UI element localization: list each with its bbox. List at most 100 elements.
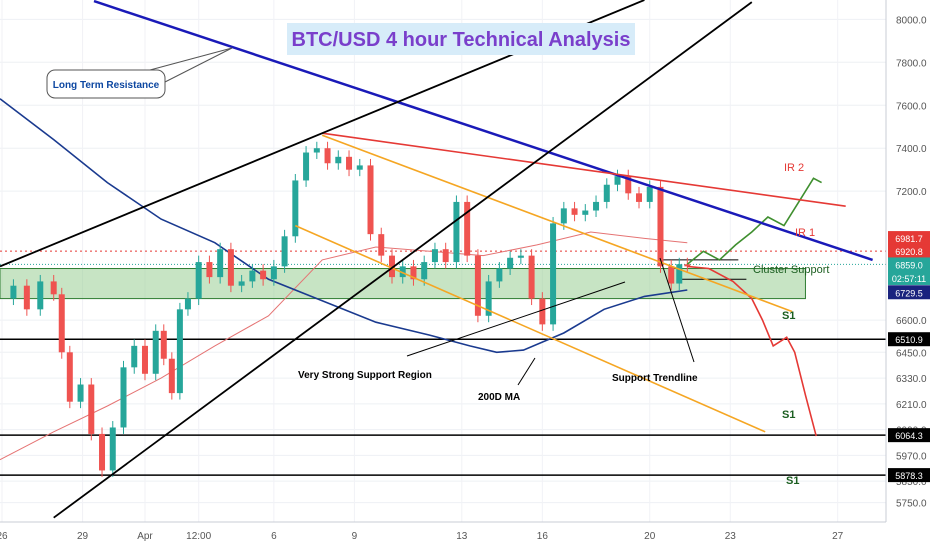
candle-body [184,298,191,310]
x-tick-label: 6 [271,531,277,542]
x-tick-label: 27 [832,531,844,542]
candle-body [464,201,471,256]
candle-body [50,281,57,295]
y-tick-label: 6330.0 [896,374,927,385]
bearish-projection-line [687,265,817,437]
price-tag-label: 6064.3 [895,431,923,441]
y-tick-label: 5850.0 [896,477,927,488]
candle-body [646,186,653,202]
candle-body [160,330,167,359]
steep-support-black [53,1,753,519]
candle-body [388,255,395,278]
label-support-trendline: Support Trendline [612,373,698,384]
candle-body [281,236,288,267]
candle-body [176,309,183,394]
price-tag [888,231,930,246]
channel-lower [294,224,766,433]
candle-body [453,201,460,263]
arrow-200d-ma [517,357,536,386]
candle-body [421,262,428,280]
ma-200-line [0,98,688,354]
y-tick-label: 7800.0 [896,58,927,69]
candle-body [507,257,514,269]
candle-body [141,345,148,374]
candle-body [168,358,175,394]
candle-body [517,255,524,258]
y-tick-label: 7600.0 [896,101,927,112]
candle-body [131,345,138,368]
candle-body [657,186,664,267]
candle-body [485,281,492,316]
price-tag [888,270,930,285]
candle-body [550,223,557,325]
y-tick-label: 5750.0 [896,499,927,510]
candle-body [593,201,600,211]
candle-body [560,208,567,224]
price-tag [888,428,930,443]
label-ir2: IR 2 [784,162,804,174]
candle-body [37,281,44,310]
price-tag-label: 6981.7 [895,234,923,244]
candle-body [120,367,127,428]
price-tag [888,244,930,259]
ir2-trendline [322,132,846,207]
candle-body [676,264,683,284]
price-tag-label: 6510.9 [895,335,923,345]
x-tick-label: Apr [137,531,153,542]
candle-body [668,266,675,284]
candle-body [260,270,267,280]
candle-body [109,427,116,471]
y-tick-label: 6450.0 [896,348,927,359]
callout-pointer [164,47,233,83]
chart-title: BTC/USD 4 hour Technical Analysis [292,29,631,51]
candle-body [217,249,224,278]
candle-body [635,193,642,202]
y-tick-label: 5970.0 [896,451,927,462]
price-tag [888,468,930,483]
price-tag-label: 5878.3 [895,471,923,481]
candle-body [23,285,30,310]
label-s1: S1 [782,310,795,322]
x-tick-label: 16 [537,531,549,542]
arrow-support-trendline [659,257,695,363]
candle-body [582,210,589,215]
candle-body [603,184,610,202]
candle-body [195,262,202,299]
price-tag-label: 6920.8 [895,247,923,257]
candle-body [614,176,621,185]
y-tick-label: 6210.0 [896,400,927,411]
candle-body [431,249,438,263]
y-tick-label: 7200.0 [896,187,927,198]
candle-body [206,262,213,278]
candle-body [496,268,503,282]
candle-body [324,148,331,164]
x-tick-label: 13 [456,531,468,542]
candle-body [249,270,256,282]
x-tick-label: 26 [0,531,8,542]
price-tag-label: 02:57:11 [892,274,926,284]
candle-body [238,281,245,286]
candle-body [77,384,84,402]
candle-body [684,264,691,267]
x-tick-label: 23 [725,531,737,542]
label-200d-ma: 200D MA [478,392,520,403]
label-very-strong-support: Very Strong Support Region [298,370,432,381]
channel-upper [321,134,793,313]
candle-body [346,156,353,170]
price-tag [888,257,930,272]
price-tag-label: 6729.5 [895,288,923,298]
candle-body [410,266,417,280]
candle-body [474,255,481,316]
candle-body [66,352,73,402]
label-s1: S1 [786,475,799,487]
candle-body [625,176,632,194]
label-ir1: IR 1 [795,227,815,239]
price-tag-label: 6859.0 [895,260,923,270]
x-tick-label: 9 [352,531,358,542]
candle-body [442,249,449,263]
y-tick-label: 8000.0 [896,15,927,26]
label-s1: S1 [782,409,795,421]
price-tag [888,332,930,347]
